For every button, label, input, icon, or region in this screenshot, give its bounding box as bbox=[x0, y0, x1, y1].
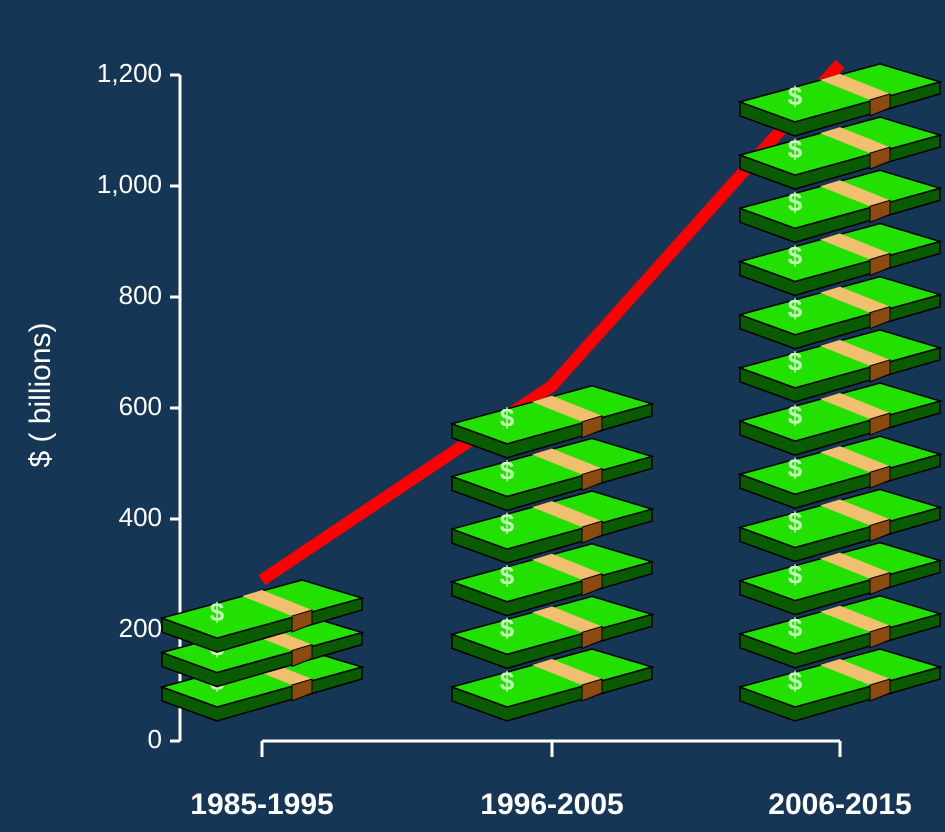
bundle-strap bbox=[820, 393, 890, 420]
bundle-symbol: $ bbox=[500, 613, 515, 643]
bundle-strap bbox=[820, 499, 890, 526]
bundle-strap bbox=[532, 448, 602, 475]
money-stack: $$$ bbox=[159, 579, 365, 722]
y-tick-label: 400 bbox=[119, 502, 162, 532]
bundle-symbol: $ bbox=[500, 403, 515, 433]
bundle-symbol: $ bbox=[788, 134, 803, 164]
bundle-symbol: $ bbox=[500, 455, 515, 485]
bundle-symbol: $ bbox=[788, 559, 803, 589]
bundle-strap bbox=[532, 659, 602, 685]
bundle-symbol: $ bbox=[788, 453, 803, 483]
y-tick-label: 600 bbox=[119, 391, 162, 421]
bundle-strap bbox=[820, 233, 890, 260]
bundle-strap-side bbox=[869, 252, 891, 277]
y-tick-label: 1,000 bbox=[97, 169, 162, 199]
bundle-strap bbox=[820, 127, 890, 154]
y-axis-label: $ ( billions) bbox=[24, 322, 57, 467]
bundle-strap-side bbox=[291, 643, 313, 668]
bundle-symbol: $ bbox=[788, 294, 803, 324]
y-tick-label: 200 bbox=[119, 613, 162, 643]
bundle-strap-side bbox=[581, 520, 603, 544]
money-stack: $ $ $ $ $ $ $ $ $ $ $ $ bbox=[737, 63, 943, 722]
x-tick-label: 1985-1995 bbox=[190, 788, 333, 821]
bundle-symbol: $ bbox=[210, 597, 225, 627]
bundle-strap-side bbox=[869, 146, 891, 170]
bundle-strap-side bbox=[581, 415, 603, 439]
bundle-strap-side bbox=[581, 573, 603, 597]
bundle-symbol: $ bbox=[500, 561, 515, 591]
bundle-symbol: $ bbox=[788, 187, 803, 217]
y-tick-label: 1,200 bbox=[97, 58, 162, 88]
bundle-strap-side bbox=[291, 609, 313, 633]
bundle-strap-side bbox=[869, 305, 891, 330]
bundle-strap bbox=[820, 180, 890, 207]
y-tick-label: 0 bbox=[148, 724, 162, 754]
bundle-strap bbox=[820, 73, 890, 100]
bundle-strap-side bbox=[291, 678, 313, 702]
bundle-strap-side bbox=[869, 359, 891, 383]
bundle-strap bbox=[820, 605, 890, 632]
bundle-symbol: $ bbox=[788, 506, 803, 536]
bundle-strap bbox=[820, 552, 890, 579]
bundle-symbol: $ bbox=[500, 508, 515, 538]
bundle-strap-side bbox=[869, 625, 891, 649]
bundle-strap bbox=[532, 395, 602, 422]
bundle-symbol: $ bbox=[500, 666, 515, 696]
bundle-strap bbox=[820, 659, 890, 685]
bundle-strap-side bbox=[869, 518, 891, 543]
x-tick-label: 2006-2015 bbox=[768, 788, 911, 821]
bundle-strap bbox=[532, 606, 602, 633]
bundle-strap-side bbox=[869, 465, 891, 489]
bundle-strap bbox=[242, 590, 312, 617]
bundle-strap-side bbox=[869, 199, 891, 224]
money-stack: $ $ $ $ $ $ bbox=[449, 385, 655, 722]
bundle-strap bbox=[532, 553, 602, 580]
bundle-strap-side bbox=[869, 93, 891, 117]
bundle-strap bbox=[820, 339, 890, 366]
bundle-symbol: $ bbox=[788, 347, 803, 377]
bundle-symbol: $ bbox=[788, 240, 803, 270]
bundle-strap bbox=[820, 446, 890, 473]
bundle-symbol: $ bbox=[788, 613, 803, 643]
bundle-strap-side bbox=[869, 678, 891, 702]
bundle-strap-side bbox=[581, 678, 603, 702]
bundle-strap-side bbox=[581, 625, 603, 650]
bundle-symbol: $ bbox=[788, 81, 803, 111]
bundle-symbol: $ bbox=[788, 666, 803, 696]
bundle-strap bbox=[532, 501, 602, 528]
bundle-strap-side bbox=[869, 571, 891, 596]
bundle-symbol: $ bbox=[788, 400, 803, 430]
bundle-strap bbox=[820, 286, 890, 313]
y-tick-label: 800 bbox=[119, 280, 162, 310]
bundle-strap-side bbox=[869, 412, 891, 436]
bundle-strap-side bbox=[581, 467, 603, 492]
x-tick-label: 1996-2005 bbox=[480, 788, 623, 821]
